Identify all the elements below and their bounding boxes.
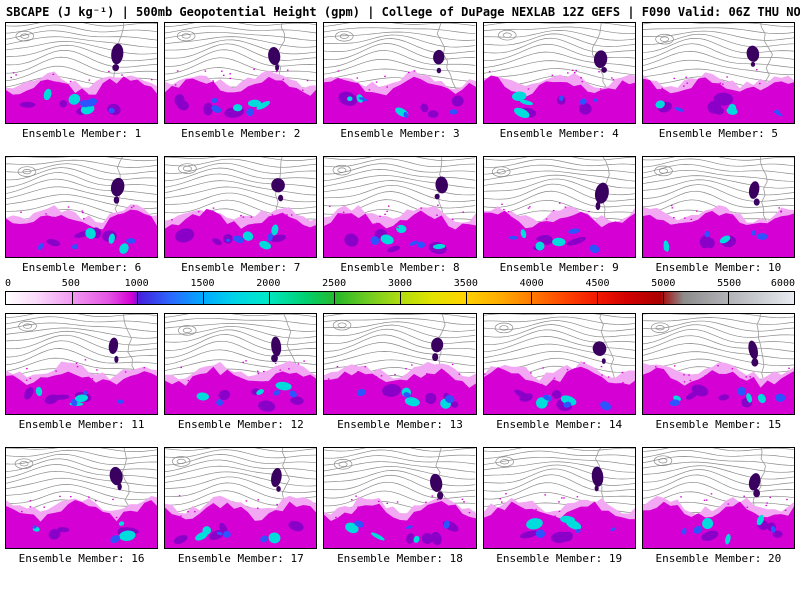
colorbar-tick-labels: 0 500 1000 1500 2000 2500 3000 3500 4000 4500 5000… xyxy=(5,278,795,291)
ensemble-map xyxy=(641,22,795,124)
ensemble-member-label: Ensemble Member: 15 xyxy=(655,418,782,431)
ensemble-map xyxy=(164,447,318,549)
colorbar-tick-label: 3500 xyxy=(453,278,478,289)
colorbar-tick-mark xyxy=(268,292,270,304)
ensemble-map xyxy=(5,156,159,258)
colorbar-tick-mark xyxy=(71,292,73,304)
colorbar-tick-mark xyxy=(137,292,139,304)
ensemble-member-label: Ensemble Member: 10 xyxy=(655,261,782,274)
colorbar-tick-label: 4500 xyxy=(585,278,610,289)
colorbar-tick-label: 4000 xyxy=(519,278,544,289)
ensemble-panel: Ensemble Member: 11 xyxy=(5,313,159,433)
colorbar-tick-mark xyxy=(400,292,401,304)
ensemble-panel: Ensemble Member: 13 xyxy=(323,313,477,433)
ensemble-map xyxy=(482,22,636,124)
ensemble-member-label: Ensemble Member: 7 xyxy=(181,261,301,274)
ensemble-map xyxy=(5,313,159,415)
panel-row-3: Ensemble Member: 11 Ensemble Member: 12 En… xyxy=(0,313,800,433)
ensemble-member-label: Ensemble Member: 9 xyxy=(499,261,619,274)
colorbar-tick-label: 1000 xyxy=(124,278,149,289)
ensemble-member-label: Ensemble Member: 5 xyxy=(658,127,778,140)
ensemble-panel: Ensemble Member: 14 xyxy=(482,313,636,433)
ensemble-panel: Ensemble Member: 6 xyxy=(5,156,159,276)
colorbar-tick-mark xyxy=(597,292,598,304)
ensemble-map xyxy=(323,22,477,124)
ensemble-member-label: Ensemble Member: 4 xyxy=(499,127,619,140)
colorbar-tick-label: 3000 xyxy=(387,278,413,289)
ensemble-map xyxy=(641,313,795,415)
panel-row-1: Ensemble Member: 1 Ensemble Member: 2 Ense… xyxy=(0,22,800,142)
colorbar-tick-mark xyxy=(662,292,664,304)
colorbar-tick-mark xyxy=(334,292,336,304)
ensemble-member-label: Ensemble Member: 11 xyxy=(18,418,145,431)
ensemble-member-label: Ensemble Member: 8 xyxy=(340,261,460,274)
colorbar-tick-mark xyxy=(728,292,730,304)
colorbar-tick-mark xyxy=(465,292,467,304)
ensemble-member-label: Ensemble Member: 12 xyxy=(177,418,304,431)
ensemble-member-label: Ensemble Member: 19 xyxy=(496,552,623,565)
ensemble-map xyxy=(164,22,318,124)
ensemble-panel: Ensemble Member: 19 xyxy=(482,447,636,567)
ensemble-member-label: Ensemble Member: 20 xyxy=(655,552,782,565)
ensemble-panel: Ensemble Member: 20 xyxy=(641,447,795,567)
ensemble-map xyxy=(641,447,795,549)
ensemble-map xyxy=(482,313,636,415)
ensemble-panel: Ensemble Member: 18 xyxy=(323,447,477,567)
colorbar-tick-label: 2000 xyxy=(256,278,281,289)
colorbar-tick-mark xyxy=(203,292,204,304)
ensemble-member-label: Ensemble Member: 2 xyxy=(181,127,301,140)
ensemble-map xyxy=(164,313,318,415)
colorbar-tick-label: 6000 xyxy=(770,278,795,289)
ensemble-map xyxy=(323,447,477,549)
colorbar-gradient xyxy=(5,291,795,305)
ensemble-panel: Ensemble Member: 16 xyxy=(5,447,159,567)
ensemble-panel: Ensemble Member: 2 xyxy=(164,22,318,142)
page-title: SBCAPE (J kg⁻¹) | 500mb Geopotential Hei… xyxy=(6,5,800,19)
gefs-ensemble-viewer: SBCAPE (J kg⁻¹) | 500mb Geopotential Hei… xyxy=(0,5,800,567)
ensemble-member-label: Ensemble Member: 1 xyxy=(21,127,142,140)
ensemble-member-label: Ensemble Member: 13 xyxy=(337,418,463,431)
ensemble-map xyxy=(641,156,795,258)
ensemble-panel: Ensemble Member: 12 xyxy=(164,313,318,433)
ensemble-panel: Ensemble Member: 15 xyxy=(641,313,795,433)
colorbar-tick-label: 0 xyxy=(5,278,12,289)
ensemble-panel: Ensemble Member: 9 xyxy=(482,156,636,276)
ensemble-map xyxy=(482,156,636,258)
row-spacer xyxy=(0,433,800,447)
ensemble-member-label: Ensemble Member: 17 xyxy=(177,552,304,565)
colorbar-tick-label: 1500 xyxy=(190,278,215,289)
ensemble-panel: Ensemble Member: 3 xyxy=(323,22,477,142)
ensemble-map xyxy=(323,313,477,415)
ensemble-panel: Ensemble Member: 5 xyxy=(641,22,795,142)
ensemble-map xyxy=(323,156,477,258)
ensemble-map xyxy=(5,22,159,124)
ensemble-member-label: Ensemble Member: 6 xyxy=(21,261,142,274)
ensemble-map xyxy=(5,447,159,549)
ensemble-member-label: Ensemble Member: 18 xyxy=(337,552,463,565)
ensemble-map xyxy=(164,156,318,258)
ensemble-panel: Ensemble Member: 1 xyxy=(5,22,159,142)
ensemble-panel: Ensemble Member: 7 xyxy=(164,156,318,276)
row-spacer xyxy=(0,142,800,156)
ensemble-panel: Ensemble Member: 17 xyxy=(164,447,318,567)
ensemble-member-label: Ensemble Member: 3 xyxy=(340,127,460,140)
ensemble-panel: Ensemble Member: 10 xyxy=(641,156,795,276)
ensemble-panel: Ensemble Member: 4 xyxy=(482,22,636,142)
panel-row-4: Ensemble Member: 16 Ensemble Member: 17 En… xyxy=(0,447,800,567)
colorbar: 0 500 1000 1500 2000 2500 3000 3500 4000 4500 5000… xyxy=(0,276,800,313)
panel-row-2: Ensemble Member: 6 Ensemble Member: 7 Ense… xyxy=(0,156,800,276)
ensemble-member-label: Ensemble Member: 16 xyxy=(18,552,145,565)
colorbar-tick-label: 5500 xyxy=(717,278,742,289)
colorbar-tick-mark xyxy=(531,292,533,304)
ensemble-member-label: Ensemble Member: 14 xyxy=(496,418,623,431)
ensemble-map xyxy=(482,447,636,549)
colorbar-tick-label: 500 xyxy=(61,278,80,289)
ensemble-panel: Ensemble Member: 8 xyxy=(323,156,477,276)
colorbar-tick-label: 2500 xyxy=(322,278,347,289)
colorbar-tick-label: 5000 xyxy=(651,278,676,289)
